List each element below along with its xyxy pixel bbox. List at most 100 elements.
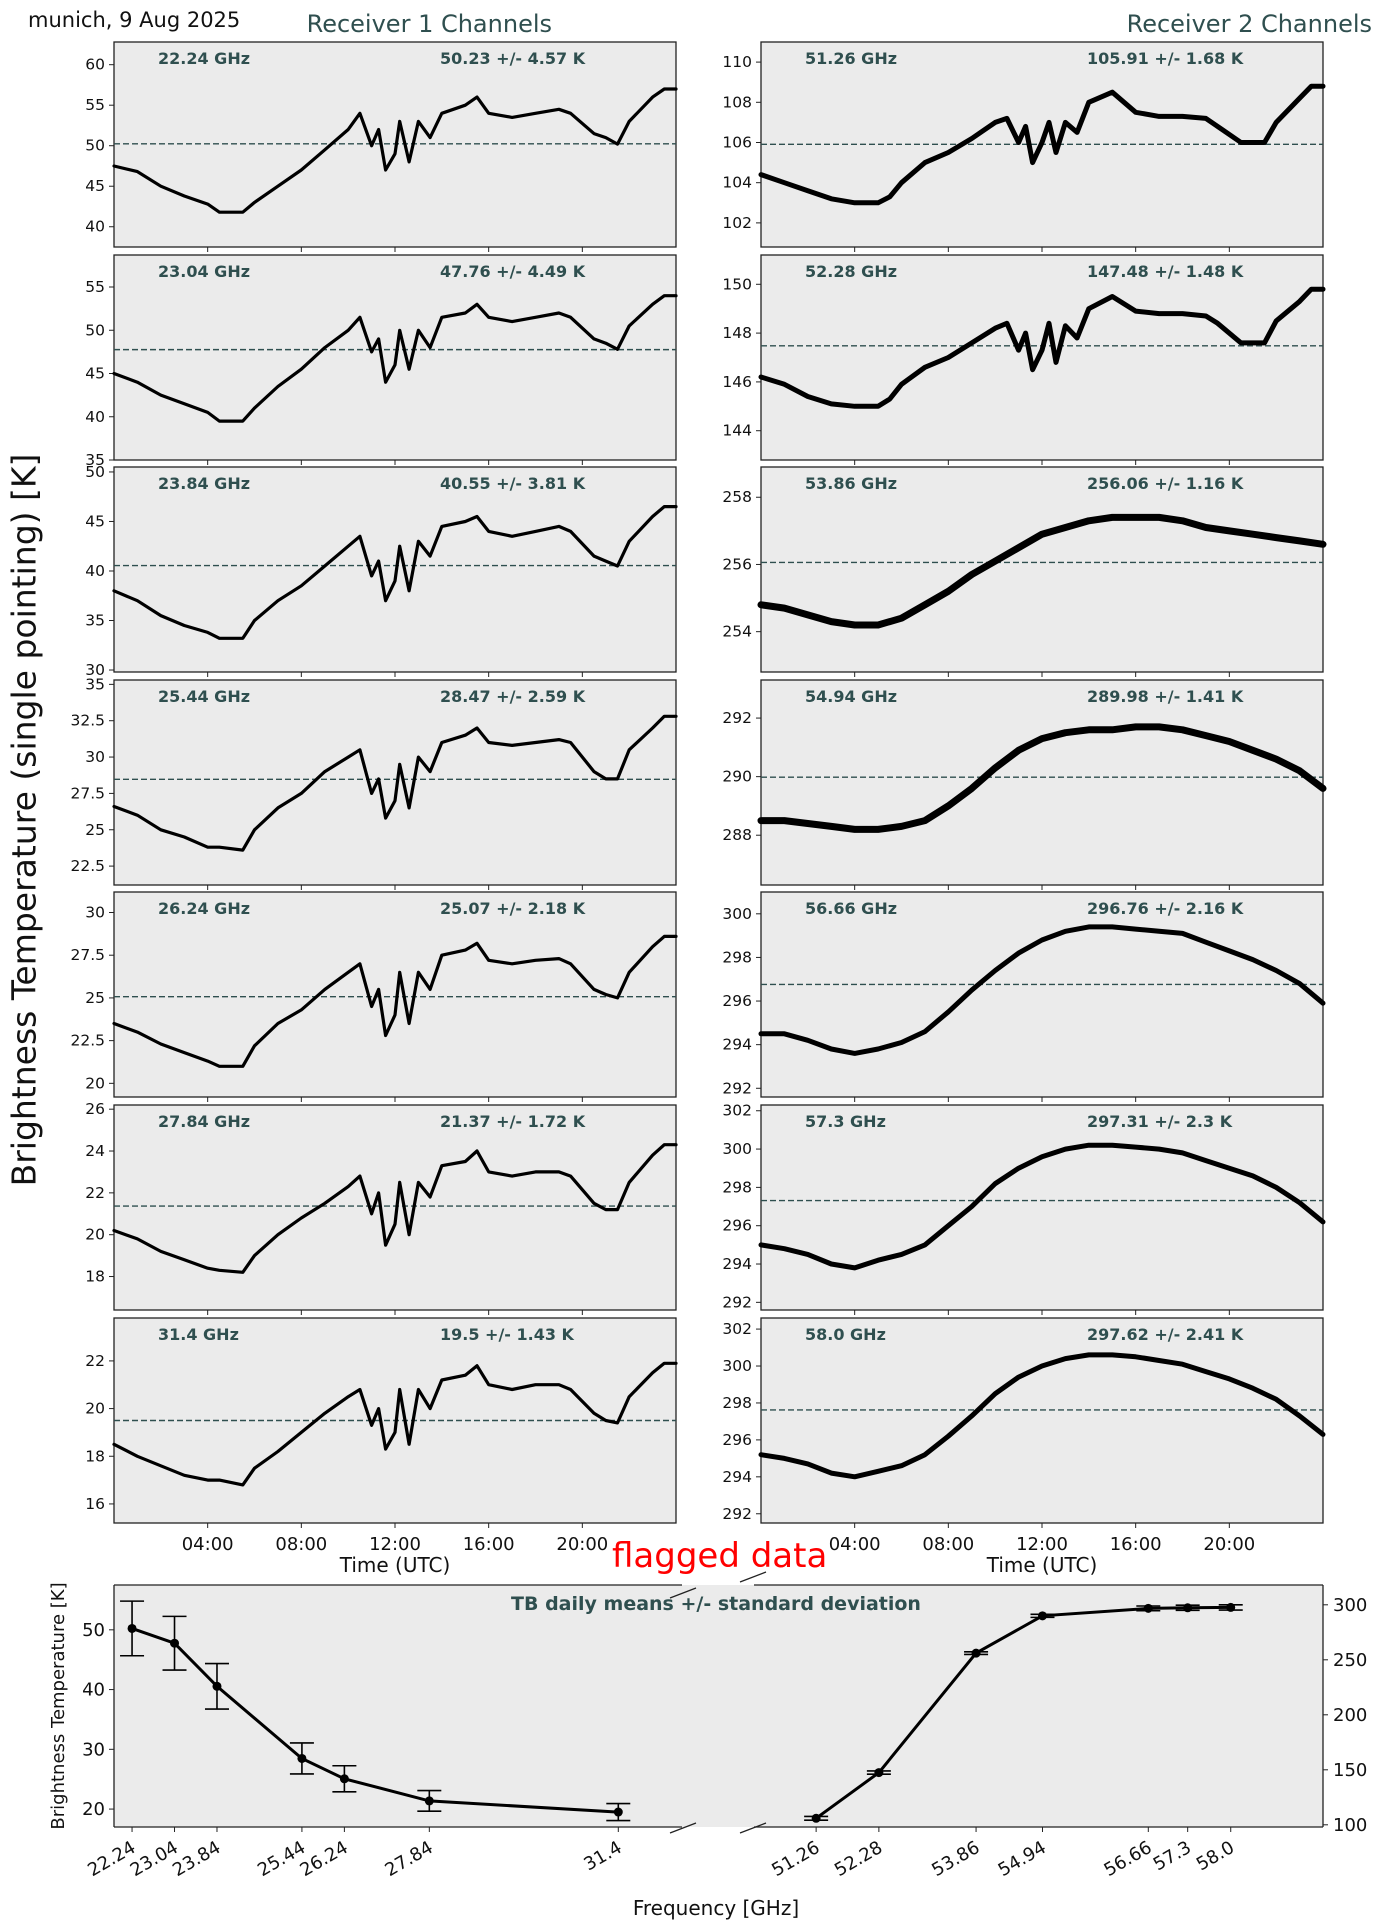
x-tick-label: 57.3 [1150,1837,1195,1875]
axis-break-mark [669,1587,697,1599]
plot-area [113,891,677,1098]
y-tick-label: 150 [722,275,752,293]
series-line [757,723,1327,833]
data-point [1226,1602,1236,1612]
mean-std-label: 297.62 +/- 2.41 K [1087,1325,1244,1344]
x-tick-label: 16:00 [463,1534,515,1555]
receiver1-title: Receiver 1 Channels [306,10,552,38]
panel-5666: 292 294 296 298 300 56.66 GHz 296.76 +/- 2.16 … [722,891,1326,1102]
y-tick-label: 294 [722,1255,752,1273]
series-line [112,294,678,423]
y-tick-label: 300 [722,1140,752,1158]
channel-label: 54.94 GHz [805,687,897,706]
panel-580: 292 294 296 298 300 302 04:00 08:00 12:00 16:00 20… [722,1317,1326,1555]
y-tick-label: 298 [722,1178,752,1196]
series-line [757,513,1327,629]
mean-std-label: 289.98 +/- 1.41 K [1087,687,1244,706]
y-tick-label: 292 [722,1079,752,1097]
plot-area [114,1585,1323,1827]
y-tick-label: 55 [85,96,105,114]
y-tick-label: 27.5 [70,784,105,802]
data-point [613,1807,623,1817]
mean-std-label: 47.76 +/- 4.49 K [440,262,586,281]
y-tick-label: 45 [85,365,105,383]
data-point [1037,1611,1047,1621]
mean-std-label: 40.55 +/- 3.81 K [440,474,586,493]
panel-2304: 35 40 45 50 55 23.04 GHz 47.76 +/- 4.49 K [85,254,678,469]
channel-label: 31.4 GHz [158,1325,239,1344]
y-tick-label: 302 [722,1102,752,1120]
y-tick-label: 296 [722,1431,752,1449]
y-tick-label: 292 [722,1505,752,1523]
summary-title: TB daily means +/- standard deviation [511,1593,921,1615]
mean-std-label: 256.06 +/- 1.16 K [1087,474,1244,493]
channel-label: 58.0 GHz [805,1325,886,1344]
y-tick-label: 25 [85,821,105,839]
panel-314: 16 18 20 22 04:00 08:00 12:00 16:00 20:00 31.4 GH… [85,1317,678,1555]
axis-break-mark [669,1822,697,1834]
x-tick-label: 58.0 [1193,1837,1238,1875]
channel-label: 27.84 GHz [158,1112,250,1131]
y-tick-label: 22.5 [70,1032,105,1050]
y-tick-label: 27.5 [70,946,105,964]
y-tick-label: 32.5 [70,712,105,730]
series-line [112,714,678,852]
y-tick-label: 200 [1333,1705,1367,1726]
y-tick-label: 45 [85,512,105,530]
channel-label: 25.44 GHz [158,687,250,706]
y-tick-label: 24 [85,1142,105,1160]
channel-label: 56.66 GHz [805,899,897,918]
x-tick-label: 53.86 [928,1837,983,1881]
data-point [212,1681,222,1691]
data-point [874,1768,884,1778]
series-line [758,924,1326,1056]
y-tick-label: 104 [722,174,752,192]
y-tick-label: 35 [85,451,105,469]
y-tick-label: 22.5 [70,857,105,875]
y-tick-label: 256 [722,555,752,573]
x-axis-label: Time (UTC) [986,1553,1098,1577]
summary-y-axis-label: Brightness Temperature [K] [48,1582,69,1829]
panel-2384: 30 35 40 45 50 23.84 GHz 40.55 +/- 3.81 K [85,463,678,679]
panel-2784: 18 20 22 24 26 27.84 GHz 21.37 +/- 1.72 K [85,1100,678,1315]
series-line [758,1142,1326,1271]
data-point [1183,1603,1193,1613]
y-tick-label: 300 [722,905,752,923]
channel-label: 22.24 GHz [158,49,250,68]
y-tick-label: 250 [1333,1650,1367,1671]
x-axis-label: Frequency [GHz] [633,1896,799,1920]
y-tick-label: 18 [85,1268,105,1286]
x-tick-label: 56.66 [1100,1837,1155,1881]
y-tick-label: 288 [722,826,752,844]
panel-2624: 20 22.5 25 27.5 30 26.24 GHz 25.07 +/- 2.18 K [70,891,678,1102]
y-tick-label: 35 [85,675,105,693]
y-tick-label: 26 [85,1100,105,1118]
channel-label: 26.24 GHz [158,899,250,918]
y-tick-label: 50 [85,463,105,481]
panel-5494: 288 290 292 54.94 GHz 289.98 +/- 1.41 K [722,679,1327,890]
x-tick-label: 08:00 [275,1534,327,1555]
y-tick-label: 102 [722,214,752,232]
mean-std-label: 21.37 +/- 1.72 K [440,1112,586,1131]
y-tick-label: 50 [85,137,105,155]
x-tick-label: 12:00 [1016,1534,1068,1555]
y-tick-label: 254 [722,623,752,641]
panel-2224: 40 45 50 55 60 22.24 GHz 50.23 +/- 4.57 K [85,41,678,252]
series-line [112,1361,678,1487]
plot-area [113,1104,677,1311]
channel-label: 51.26 GHz [805,49,897,68]
channel-label: 23.04 GHz [158,262,250,281]
mean-std-label: 296.76 +/- 2.16 K [1087,899,1244,918]
x-tick-label: 23.04 [127,1837,182,1881]
mean-std-label: 50.23 +/- 4.57 K [440,49,586,68]
y-tick-label: 16 [85,1495,105,1513]
plot-area [113,679,677,886]
y-tick-label: 292 [722,709,752,727]
y-tick-label: 40 [85,218,105,236]
data-point [127,1623,137,1633]
x-tick-label: 26.24 [297,1837,352,1881]
y-tick-label: 144 [722,422,752,440]
x-tick-label: 04:00 [829,1534,881,1555]
